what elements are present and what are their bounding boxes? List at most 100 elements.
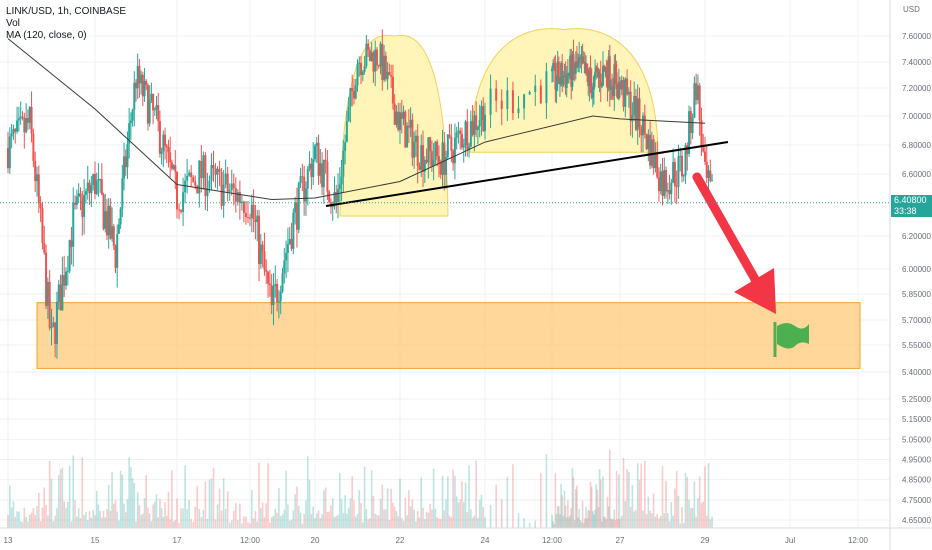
candle-body — [249, 217, 251, 219]
candle-body — [176, 171, 178, 210]
candle-body — [634, 96, 637, 130]
candle-body — [342, 150, 345, 177]
volume-bar — [34, 515, 36, 528]
candle-body — [556, 61, 559, 84]
volume-bar — [182, 508, 184, 528]
candle-body — [450, 136, 453, 151]
candle-body — [673, 161, 676, 187]
candle-body — [448, 134, 451, 137]
volume-bar — [36, 505, 38, 528]
volume-bar — [688, 499, 690, 528]
candle-body — [365, 43, 368, 67]
support-zone[interactable] — [36, 302, 861, 369]
candle-body — [331, 206, 334, 208]
volume-bar — [198, 508, 201, 528]
volume-bar — [636, 463, 639, 528]
volume-bar — [41, 507, 44, 528]
candle-body — [482, 106, 485, 132]
candle-body — [649, 134, 652, 166]
candle-body — [301, 176, 304, 178]
volume-bar — [570, 508, 573, 528]
volume-bar — [297, 505, 300, 528]
candle-body — [157, 105, 160, 122]
volume-bar — [698, 476, 701, 528]
price-tick-label: 6.20000 — [902, 232, 931, 241]
volume-bar — [57, 474, 60, 528]
candle-body — [441, 142, 444, 175]
candle-body — [622, 79, 625, 107]
volume-bar — [180, 508, 182, 528]
candle-body — [335, 192, 338, 203]
candle-body — [160, 151, 163, 154]
volume-bar — [568, 517, 570, 528]
candle-body — [286, 243, 289, 253]
volume-bar — [347, 507, 350, 528]
candle-body — [691, 117, 694, 134]
candle-body — [306, 168, 309, 189]
candle-body — [354, 85, 357, 99]
candle-body — [647, 134, 650, 150]
volume-bar — [47, 515, 49, 528]
volume-bar — [212, 467, 215, 528]
volume-bar — [43, 487, 46, 528]
candle-body — [46, 281, 49, 306]
candle-body — [459, 130, 462, 135]
volume-bar — [482, 507, 485, 528]
volume-bar — [81, 457, 84, 528]
volume-bar — [218, 488, 221, 528]
volume-bar — [500, 499, 503, 528]
candle-body — [611, 86, 614, 88]
indicator-label[interactable]: MA (120, close, 0) — [6, 30, 87, 41]
candle-body — [439, 162, 442, 175]
volume-bar — [28, 514, 31, 528]
volume-bar — [711, 516, 713, 528]
volume-label[interactable]: Vol — [6, 18, 20, 29]
candle-body — [43, 242, 46, 253]
candle-body — [657, 177, 660, 192]
volume-bar — [27, 521, 29, 528]
candle-body — [285, 252, 288, 261]
volume-bar — [654, 516, 657, 528]
time-axis[interactable]: 13 15 17 12:00 20 22 24 12:00 27 29 Jul 12:00 — [0, 527, 932, 545]
candle-body — [675, 186, 678, 188]
price-tick-label: 6.80000 — [902, 141, 931, 150]
price-axis[interactable]: USD 7.60000 7.40000 7.20000 7.00000 6.80000 6.… — [889, 0, 931, 550]
candle-body — [643, 115, 646, 134]
volume-bar — [560, 483, 562, 528]
volume-bar — [656, 513, 658, 528]
candle-body — [214, 168, 217, 175]
candle-body — [170, 162, 173, 169]
symbol-label[interactable]: LINK/USD, 1h, COINBASE — [6, 6, 127, 17]
time-tick-label: 12:00 — [848, 536, 869, 545]
candle-body — [668, 190, 671, 195]
volume-bar — [579, 519, 582, 528]
candle-body — [326, 161, 329, 192]
volume-bar — [422, 507, 424, 528]
volume-bar — [383, 509, 385, 528]
volume-bar — [202, 509, 205, 528]
volume-bar — [331, 498, 334, 528]
volume-bar — [261, 502, 264, 528]
candle-body — [615, 72, 618, 90]
volume-bar — [323, 490, 325, 528]
candle-body — [425, 159, 428, 163]
candle-body — [55, 301, 58, 344]
volume-bar — [214, 519, 217, 528]
candle-body — [598, 73, 601, 78]
volume-bar — [563, 490, 566, 528]
volume-bar — [447, 476, 449, 528]
candle-body — [283, 260, 286, 274]
volume-bar — [7, 515, 9, 528]
candle-body — [592, 76, 595, 90]
neckline-trendline[interactable] — [325, 141, 729, 207]
candle-body — [252, 204, 255, 220]
candle-body — [238, 192, 241, 203]
candle-body — [14, 128, 17, 132]
candle-body — [693, 83, 696, 118]
candle-body — [116, 233, 119, 268]
candle-body — [390, 75, 393, 77]
candle-body — [174, 165, 177, 172]
volume-bar — [534, 520, 537, 528]
volume-bar — [573, 520, 576, 528]
